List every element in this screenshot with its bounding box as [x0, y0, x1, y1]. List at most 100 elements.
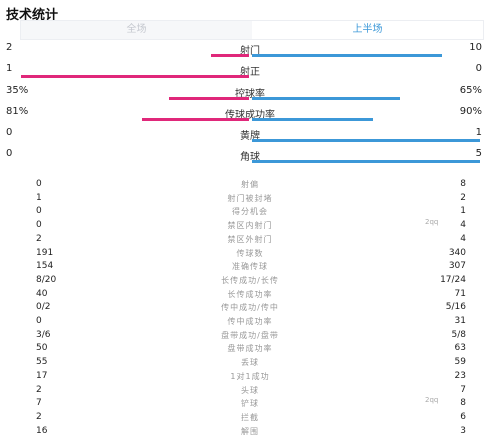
- stat-label: 射门: [240, 46, 260, 57]
- stat-label: 射正: [240, 67, 260, 78]
- stat-away-value: 90%: [459, 106, 482, 117]
- tab-first-half[interactable]: 上半场: [252, 21, 483, 39]
- stat-away-bar: [252, 54, 442, 57]
- stat-away-value: 340: [448, 248, 466, 258]
- stat-table-row: 3/6 盘带成功/盘带 5/8: [0, 328, 500, 344]
- stat-away-value: 8: [460, 179, 466, 189]
- stat-home-value: 0: [36, 220, 42, 230]
- stat-home-value: 0: [6, 148, 13, 159]
- stat-badge: 2qq: [425, 396, 439, 404]
- stat-home-value: 0: [36, 206, 42, 216]
- stat-away-value: 23: [454, 371, 466, 381]
- stat-label: 禁区外射门: [227, 235, 273, 244]
- stat-table-row: 0/2 传中成功/传中 5/16: [0, 300, 500, 316]
- stat-table-row: 1 射门被封堵 2: [0, 191, 500, 207]
- stat-label: 得分机会: [232, 207, 268, 216]
- stat-label: 控球率: [235, 89, 265, 100]
- stat-home-bar: [21, 75, 249, 78]
- stat-home-value: 2: [36, 385, 42, 395]
- stat-table-row: 0 射偏 8: [0, 177, 500, 193]
- stat-table-row: 55 丢球 59: [0, 355, 500, 371]
- stat-table-row: 16 解围 3: [0, 424, 500, 440]
- stat-away-value: 7: [460, 385, 466, 395]
- stat-away-value: 6: [460, 412, 466, 422]
- stat-label: 准确传球: [232, 262, 268, 271]
- stat-table-row: 191 传球数 340: [0, 246, 500, 262]
- stat-table-row: 40 长传成功率 71: [0, 287, 500, 303]
- stat-home-value: 81%: [6, 106, 29, 117]
- stat-away-value: 2: [460, 193, 466, 203]
- stat-away-value: 31: [454, 316, 466, 326]
- stat-home-bar: [142, 118, 249, 121]
- stat-home-bar: [169, 97, 249, 100]
- stat-bar-row: 2 射门 10: [0, 40, 500, 60]
- stat-table-row: 0 得分机会 1: [0, 204, 500, 220]
- stat-away-value: 5: [475, 148, 482, 159]
- stat-label: 禁区内射门: [227, 221, 273, 230]
- stat-table-row: 0 传中成功率 31: [0, 314, 500, 330]
- stat-bar-row: 35% 控球率 65%: [0, 83, 500, 103]
- stat-home-value: 16: [36, 426, 48, 436]
- stat-table-row: 8/20 长传成功/长传 17/24: [0, 273, 500, 289]
- stat-away-value: 307: [448, 261, 466, 271]
- stat-away-value: 10: [469, 42, 482, 53]
- tab-full-match[interactable]: 全场: [126, 24, 147, 35]
- stat-label: 长传成功/长传: [221, 276, 279, 285]
- stat-away-value: 17/24: [440, 275, 466, 285]
- stat-away-value: 63: [454, 343, 466, 353]
- stat-table-row: 50 盘带成功率 63: [0, 341, 500, 357]
- stat-table-row: 0 禁区内射门 4 2qq: [0, 218, 500, 234]
- stat-away-value: 5/8: [451, 330, 466, 340]
- stat-bar-row: 1 射正 0: [0, 61, 500, 81]
- stat-label: 传中成功/传中: [221, 303, 279, 312]
- stat-away-value: 4: [460, 220, 466, 230]
- stat-home-value: 50: [36, 343, 48, 353]
- stat-away-value: 1: [475, 127, 482, 138]
- stat-label: 长传成功率: [227, 290, 273, 299]
- stat-home-value: 2: [36, 234, 42, 244]
- stat-away-bar: [252, 118, 373, 121]
- stat-home-value: 3/6: [36, 330, 51, 340]
- stat-home-value: 154: [36, 261, 54, 271]
- stat-table-row: 17 1对1成功 23: [0, 369, 500, 385]
- stat-table-row: 7 铲球 8 2qq: [0, 396, 500, 412]
- stat-home-value: 0: [36, 179, 42, 189]
- stat-table-row: 2 拦截 6: [0, 410, 500, 426]
- stat-table-row: 2 禁区外射门 4: [0, 232, 500, 248]
- stat-bar-row: 0 角球 5: [0, 146, 500, 166]
- stat-label: 传球成功率: [225, 110, 275, 121]
- stat-away-bar: [252, 139, 480, 142]
- stat-label: 黄牌: [240, 131, 260, 142]
- stat-label: 射偏: [241, 180, 259, 189]
- stat-home-value: 7: [36, 398, 42, 408]
- stat-away-value: 0: [475, 63, 482, 74]
- stat-bar-row: 81% 传球成功率 90%: [0, 104, 500, 124]
- stat-home-value: 0/2: [36, 302, 51, 312]
- stat-bar-row: 0 黄牌 1: [0, 125, 500, 145]
- stat-home-value: 17: [36, 371, 48, 381]
- stat-label: 头球: [241, 386, 259, 395]
- page-title: 技术统计: [6, 8, 59, 23]
- stat-away-value: 5/16: [445, 302, 466, 312]
- stat-home-bar: [211, 54, 249, 57]
- stat-label: 传球数: [236, 249, 264, 258]
- stat-label: 射门被封堵: [227, 194, 273, 203]
- stat-home-value: 0: [6, 127, 13, 138]
- stat-home-value: 2: [36, 412, 42, 422]
- stat-away-value: 4: [460, 234, 466, 244]
- stat-label: 拦截: [241, 413, 259, 422]
- stat-home-value: 1: [36, 193, 42, 203]
- stat-table-row: 2 头球 7: [0, 383, 500, 399]
- stat-label: 传中成功率: [227, 317, 273, 326]
- stat-away-value: 71: [454, 289, 466, 299]
- stat-home-value: 35%: [6, 85, 29, 96]
- stat-label: 盘带成功/盘带: [221, 331, 279, 340]
- stat-home-value: 191: [36, 248, 54, 258]
- stat-home-value: 40: [36, 289, 48, 299]
- stat-away-bar: [252, 160, 480, 163]
- stat-away-value: 1: [460, 206, 466, 216]
- stat-label: 解围: [241, 427, 259, 436]
- stat-label: 丢球: [241, 358, 259, 367]
- stat-home-value: 8/20: [36, 275, 57, 285]
- stat-label: 铲球: [241, 399, 259, 408]
